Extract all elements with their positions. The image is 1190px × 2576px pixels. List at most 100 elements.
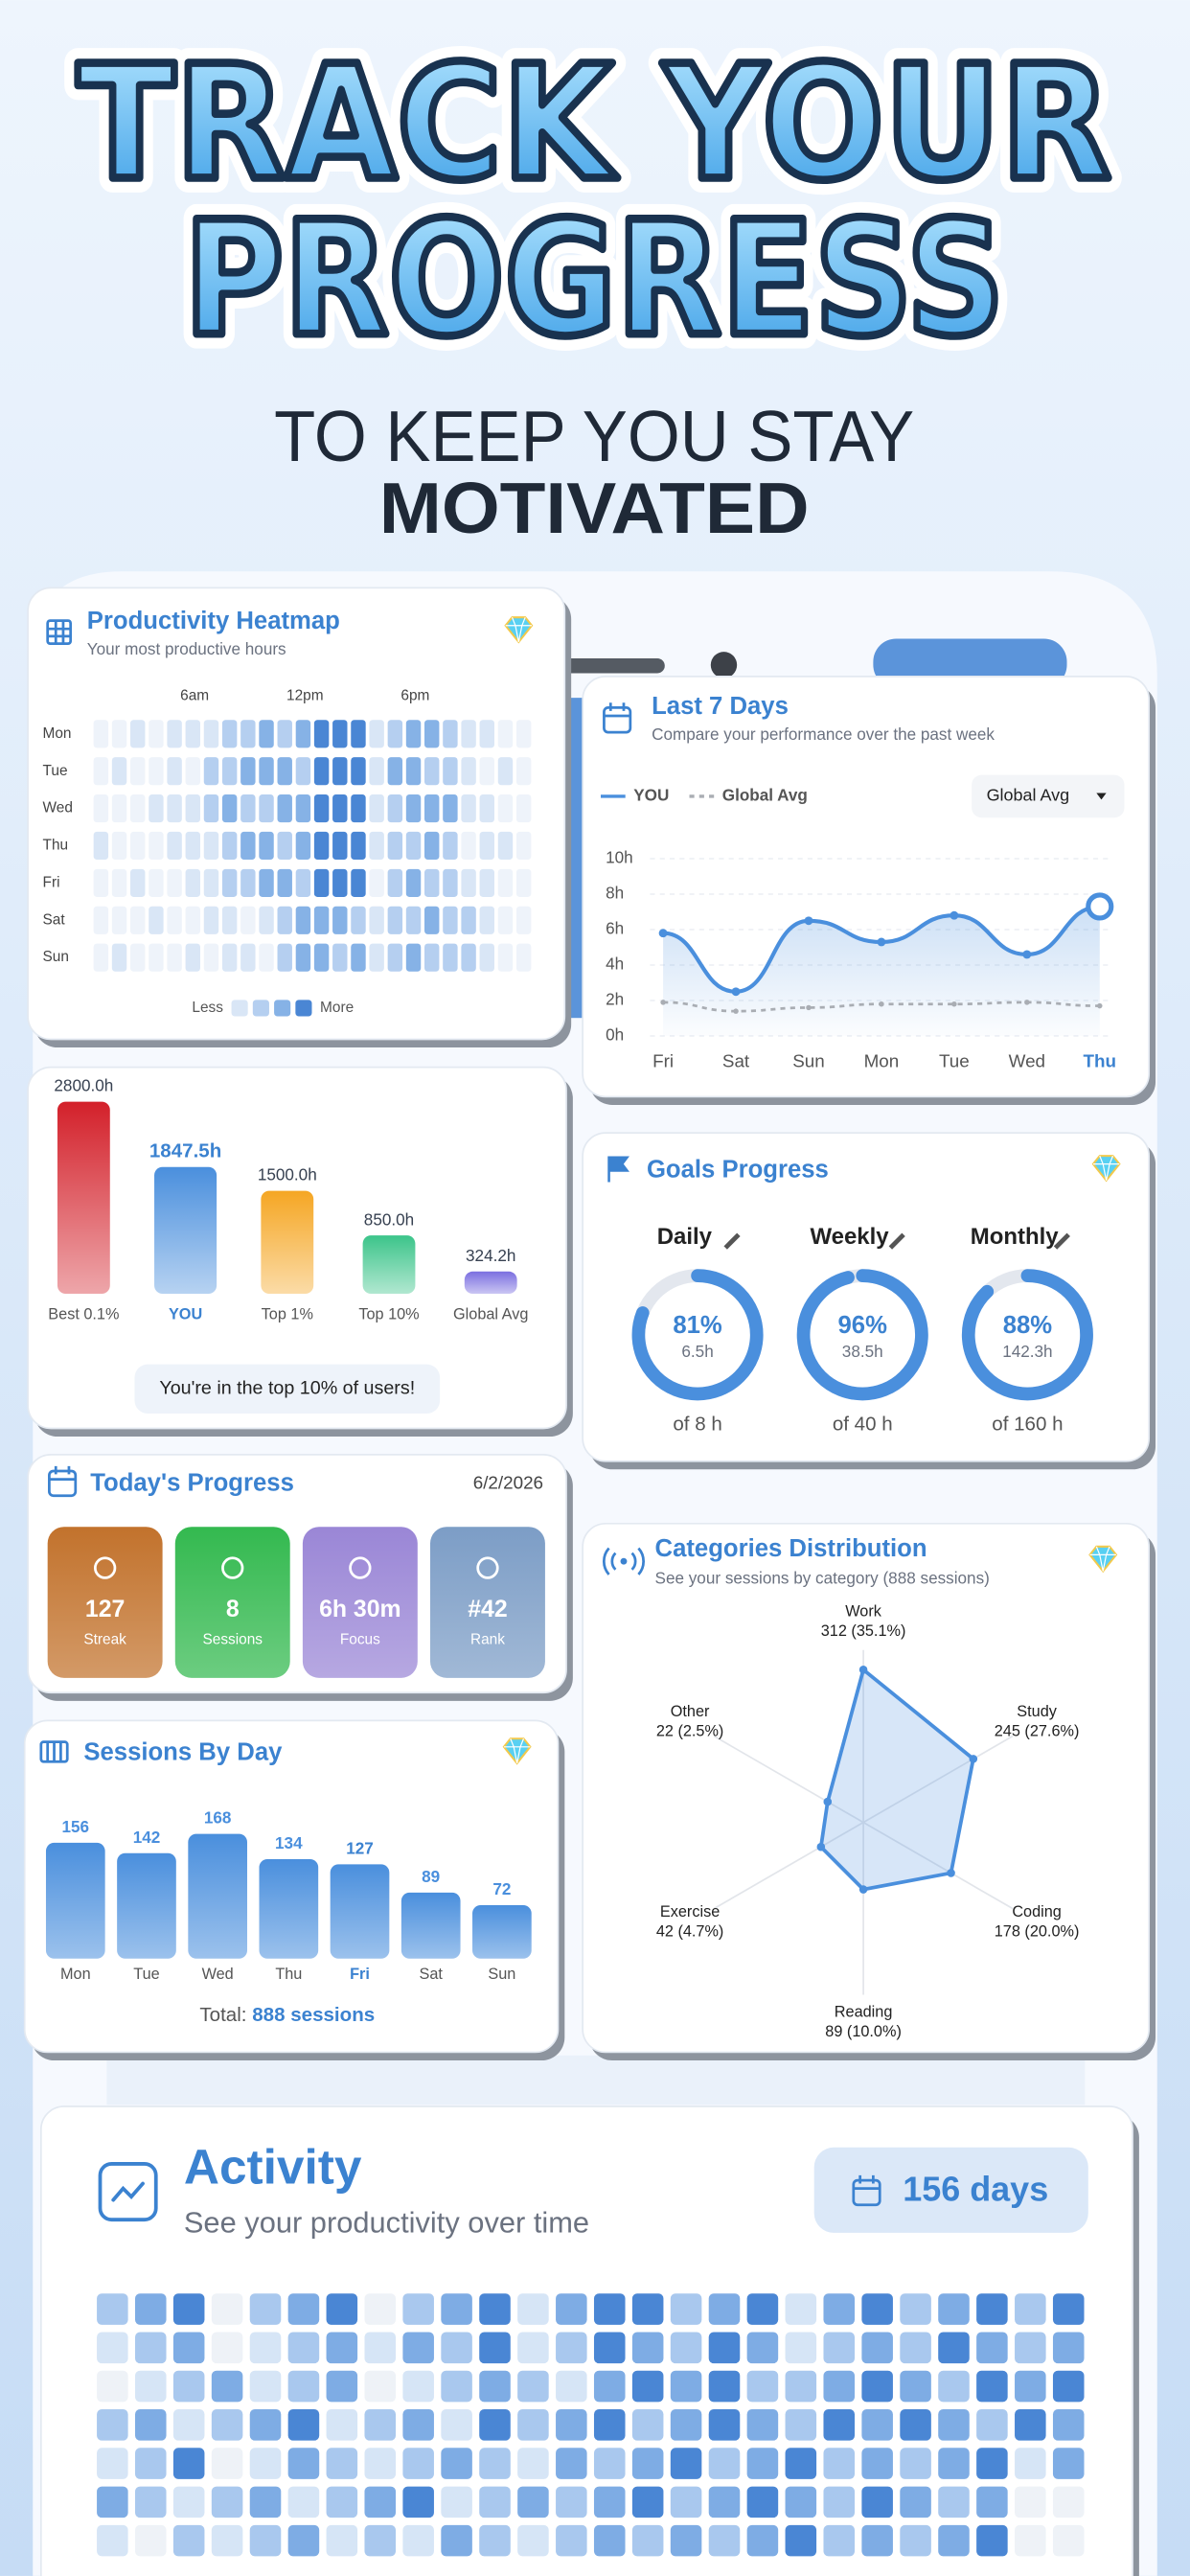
heat-cell: [517, 2370, 549, 2403]
legend-swatch: [231, 1000, 248, 1017]
heat-cell: [111, 794, 127, 823]
heat-cell: [479, 757, 494, 786]
heat-cell: [556, 2332, 587, 2364]
card-title: Productivity Heatmap: [87, 608, 340, 634]
heat-cell: [556, 2293, 587, 2325]
heat-cell: [938, 2332, 970, 2364]
heat-cell: [708, 2293, 741, 2325]
tile-label: Streak: [83, 1632, 126, 1648]
ring-target: of 40 h: [833, 1413, 893, 1435]
icon: [602, 1547, 645, 1576]
heat-cell: [295, 906, 311, 934]
day-label: Tue: [43, 763, 68, 779]
heat-cell: [364, 2409, 397, 2441]
heat-cell: [211, 2370, 243, 2403]
series-point: [1086, 892, 1114, 921]
tile-value: 6h 30m: [319, 1597, 401, 1622]
gem-icon: [1092, 1155, 1120, 1181]
day-label: Sun: [43, 949, 69, 965]
heat-cell: [631, 2370, 664, 2403]
heat-cell: [332, 943, 348, 972]
heat-cell: [172, 2524, 205, 2557]
heat-cell: [97, 2293, 128, 2325]
heat-cell: [424, 943, 440, 972]
heat-cell: [211, 2486, 243, 2518]
heat-cell: [203, 831, 219, 861]
category-label: Best 0.1%: [48, 1306, 119, 1323]
heat-cell: [313, 906, 330, 934]
card-title: Sessions By Day: [83, 1738, 283, 1765]
heat-cell: [249, 2332, 282, 2364]
heat-cell: [167, 831, 182, 861]
bar: [472, 1905, 532, 1959]
heat-cell: [326, 2293, 358, 2325]
heat-cell: [593, 2448, 626, 2479]
heat-cell: [172, 2293, 205, 2325]
ring-detail: 6.5h: [681, 1342, 713, 1361]
heat-cell: [149, 831, 164, 861]
heat-cell: [351, 757, 366, 786]
gem-icon: [502, 1737, 532, 1765]
series-point: [658, 929, 668, 938]
card-title: Today's Progress: [90, 1469, 294, 1496]
heat-cell: [259, 794, 274, 823]
heat-cell: [332, 831, 348, 861]
heat-cell: [631, 2486, 664, 2518]
heat-cell: [134, 2486, 167, 2518]
heat-cell: [1015, 2370, 1046, 2403]
heat-cell: [211, 2448, 243, 2479]
dropdown[interactable]: [972, 774, 1125, 818]
heat-cell: [172, 2409, 205, 2441]
heat-cell: [593, 2332, 626, 2364]
day-label: Wed: [43, 800, 73, 816]
heat-cell: [405, 943, 422, 972]
heat-cell: [461, 943, 476, 972]
x-tick-label: Fri: [652, 1050, 674, 1070]
card-subtitle: Your most productive hours: [87, 639, 286, 658]
icon: [98, 2162, 158, 2222]
radar-label: Other: [671, 1703, 710, 1720]
heat-cell: [746, 2486, 779, 2518]
category-label: Top 1%: [262, 1306, 313, 1323]
series-point: [879, 1000, 884, 1007]
heat-cell: [938, 2370, 970, 2403]
heat-cell: [441, 2524, 472, 2557]
heat-cell: [1052, 2370, 1085, 2403]
heat-cell: [823, 2409, 856, 2441]
heat-cell: [364, 2370, 397, 2403]
heat-cell: [172, 2486, 205, 2518]
heat-cell: [203, 868, 219, 897]
heat-cell: [746, 2332, 779, 2364]
heat-cell: [441, 2448, 472, 2479]
card: [582, 1132, 1151, 1462]
heat-cell: [287, 2370, 320, 2403]
dropdown-label: Global Avg: [987, 786, 1070, 805]
radar-value: 42 (4.7%): [656, 1923, 724, 1941]
heat-cell: [670, 2448, 702, 2479]
heat-cell: [441, 2409, 472, 2441]
heat-cell: [249, 2409, 282, 2441]
heat-cell: [326, 2448, 358, 2479]
heat-cell: [746, 2293, 779, 2325]
phone-speaker: [560, 658, 665, 674]
heat-cell: [402, 2332, 434, 2364]
tile-label: Sessions: [202, 1632, 263, 1648]
heat-cell: [97, 2370, 128, 2403]
heat-cell: [287, 2332, 320, 2364]
heat-cell: [861, 2486, 893, 2518]
heat-cell: [185, 794, 200, 823]
heat-cell: [185, 943, 200, 972]
value-label: 850.0h: [364, 1209, 414, 1229]
heat-cell: [461, 720, 476, 748]
heat-cell: [287, 2409, 320, 2441]
value-label: 72: [492, 1879, 511, 1898]
heat-cell: [221, 720, 238, 748]
y-tick-label: 4h: [606, 954, 624, 974]
heat-cell: [97, 2448, 128, 2479]
series-point: [1022, 950, 1032, 959]
hour-label: 6pm: [400, 688, 429, 704]
heat-cell: [461, 831, 476, 861]
heat-cell: [211, 2409, 243, 2441]
heat-cell: [556, 2409, 587, 2441]
card-title: Last 7 Days: [652, 693, 789, 720]
